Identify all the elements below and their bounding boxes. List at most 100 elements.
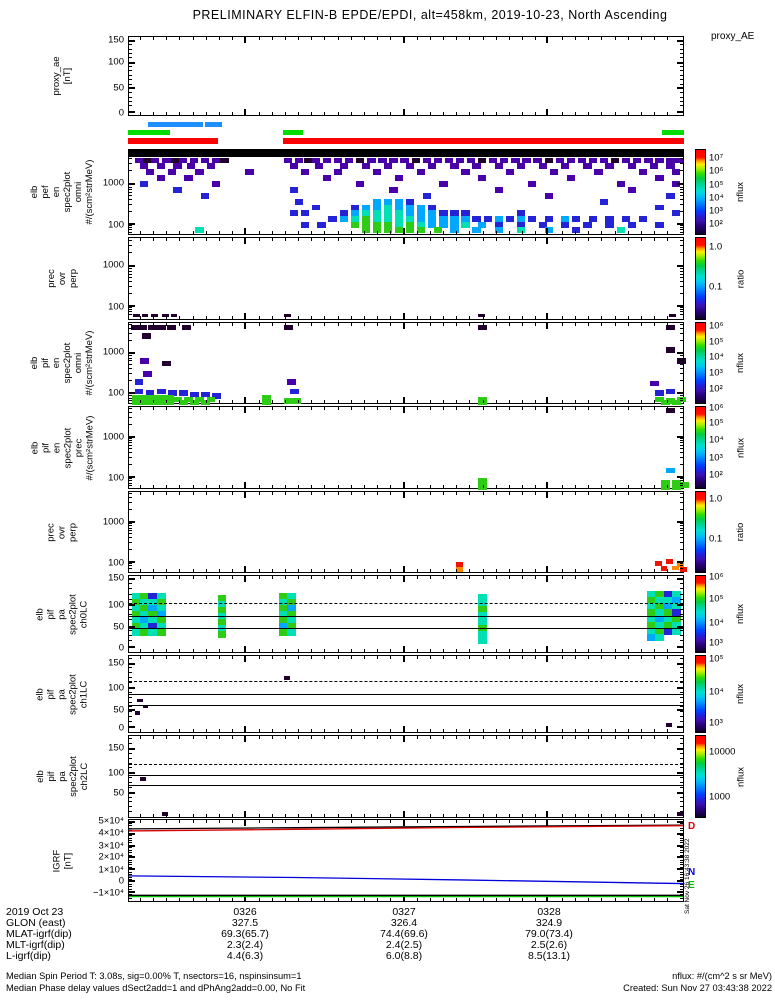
spectro-cell bbox=[588, 216, 598, 223]
spectro-cell bbox=[295, 157, 304, 164]
axis-tick bbox=[680, 869, 683, 871]
axis-tick bbox=[545, 736, 548, 742]
axis-tick bbox=[324, 112, 326, 115]
axis-tick bbox=[535, 37, 537, 40]
axis-tick bbox=[601, 485, 603, 488]
axis-tick bbox=[364, 820, 365, 823]
axis-tick bbox=[129, 609, 132, 611]
axis-tick bbox=[680, 886, 683, 888]
axis-tick bbox=[509, 316, 511, 319]
axis-tick bbox=[218, 316, 220, 319]
axis-tick bbox=[298, 649, 300, 652]
axis-tick bbox=[680, 231, 683, 233]
axis-tick bbox=[129, 92, 132, 94]
spectro-cell bbox=[394, 198, 404, 205]
panel-pif-ratio bbox=[128, 491, 687, 573]
spectro-cell bbox=[173, 396, 183, 403]
axis-tick bbox=[545, 397, 548, 403]
colorbar-tick-label: 10⁴ bbox=[709, 617, 724, 629]
axis-tick bbox=[298, 569, 300, 572]
colorbar-tick-label: 10⁴ bbox=[709, 192, 724, 204]
axis-tick bbox=[588, 316, 590, 319]
axis-tick bbox=[680, 448, 683, 450]
spectro-cell bbox=[572, 216, 581, 223]
axis-tick bbox=[205, 492, 207, 495]
spectro-cell bbox=[361, 210, 370, 217]
axis-tick bbox=[402, 109, 405, 115]
axis-tick bbox=[469, 150, 471, 153]
axis-tick bbox=[677, 891, 683, 894]
spectro-cell bbox=[605, 163, 614, 170]
axis-tick bbox=[192, 729, 194, 732]
spectro-cell bbox=[671, 181, 681, 187]
axis-tick bbox=[677, 222, 683, 225]
axis-tick bbox=[561, 323, 563, 326]
axis-tick bbox=[129, 44, 132, 46]
spectro-cell bbox=[212, 157, 221, 164]
axis-tick bbox=[588, 37, 590, 40]
axis-tick bbox=[654, 820, 656, 823]
axis-tick bbox=[522, 485, 524, 488]
axis-tick bbox=[139, 569, 141, 572]
spectro-cell bbox=[140, 598, 149, 606]
axis-tick bbox=[129, 48, 132, 50]
spectro-cell bbox=[178, 399, 188, 406]
igrf-line-label-N: N bbox=[688, 867, 696, 879]
axis-tick bbox=[337, 736, 339, 739]
axis-tick bbox=[271, 820, 273, 823]
spectro-cell bbox=[156, 617, 166, 624]
axis-tick bbox=[402, 646, 405, 652]
spectro-cell bbox=[566, 175, 575, 182]
axis-tick bbox=[232, 729, 234, 732]
ytick-label: 0 bbox=[118, 107, 124, 119]
spectro-cell bbox=[137, 698, 143, 703]
axis-tick bbox=[509, 569, 511, 572]
axis-tick bbox=[614, 231, 616, 234]
axis-tick bbox=[129, 379, 132, 381]
axis-tick bbox=[680, 530, 683, 532]
axis-tick bbox=[129, 61, 135, 64]
axis-tick bbox=[416, 576, 418, 579]
axis-tick bbox=[232, 150, 234, 153]
axis-tick bbox=[522, 820, 524, 823]
axis-tick bbox=[469, 316, 471, 319]
axis-tick bbox=[469, 656, 471, 659]
axis-tick bbox=[522, 400, 524, 403]
spectro-cell bbox=[361, 216, 370, 223]
spectro-cell bbox=[212, 181, 221, 187]
spectro-cell bbox=[356, 181, 365, 187]
panel-label-line: ovr bbox=[56, 271, 68, 286]
axis-tick bbox=[495, 729, 497, 732]
losscone-dashed-line bbox=[129, 681, 683, 683]
axis-tick bbox=[232, 37, 234, 40]
axis-tick bbox=[429, 407, 431, 410]
axis-tick bbox=[680, 252, 683, 254]
axis-tick bbox=[271, 316, 273, 319]
axis-tick bbox=[654, 231, 656, 234]
axis-tick bbox=[416, 820, 418, 823]
spectro-cell bbox=[406, 216, 415, 223]
spectro-cell bbox=[140, 163, 149, 170]
spectro-cell bbox=[378, 157, 387, 164]
axis-tick bbox=[337, 820, 339, 823]
axis-tick bbox=[139, 820, 141, 823]
axis-tick bbox=[402, 895, 405, 901]
axis-tick bbox=[179, 316, 181, 319]
axis-tick bbox=[205, 37, 207, 40]
axis-tick bbox=[677, 646, 683, 649]
colorbar-pif-en-omni bbox=[695, 322, 706, 404]
axis-tick bbox=[337, 814, 339, 817]
ytick-label: 100 bbox=[108, 56, 124, 68]
axis-tick bbox=[680, 830, 683, 832]
panel-label-line: ch1LC bbox=[78, 680, 90, 708]
axis-tick bbox=[677, 264, 683, 267]
proxy-ae-label: proxy_AE bbox=[711, 31, 755, 42]
axis-tick bbox=[129, 110, 135, 113]
spectro-cell bbox=[627, 186, 636, 193]
axis-tick bbox=[153, 492, 155, 495]
axis-tick bbox=[680, 497, 683, 499]
axis-tick bbox=[377, 814, 379, 817]
axis-tick bbox=[680, 840, 683, 842]
axis-tick bbox=[129, 226, 132, 228]
axis-tick bbox=[509, 407, 511, 410]
